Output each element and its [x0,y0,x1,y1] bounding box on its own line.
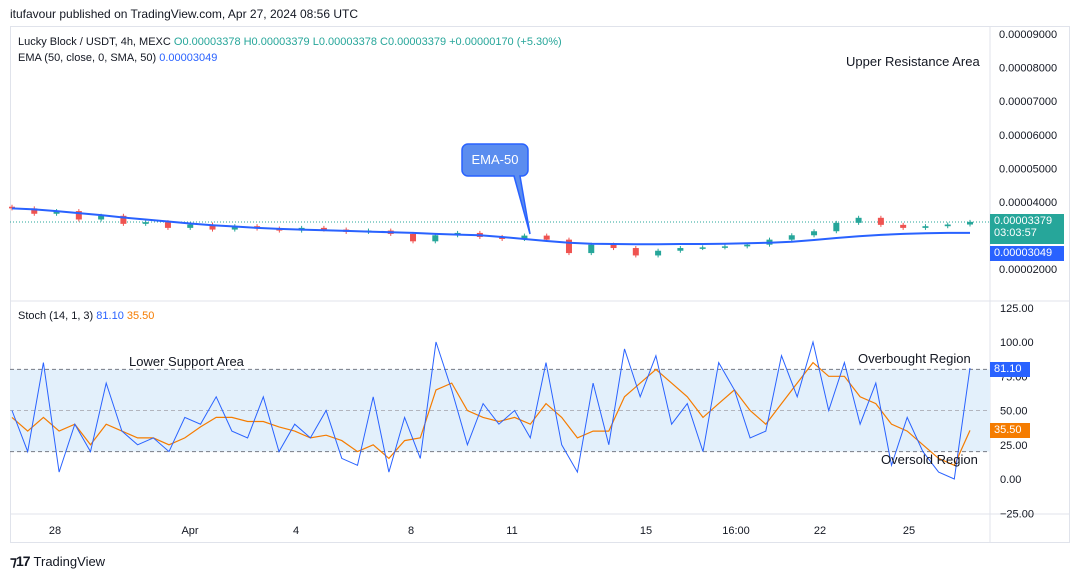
last-price-text: 0.00003379 [994,215,1053,227]
candle-body [877,217,884,225]
candle-body [721,246,728,248]
stoch-k-value: 81.10 [96,310,124,322]
stoch-k-box-text: 81.10 [994,363,1022,375]
ema-legend: EMA (50, close, 0, SMA, 50) 0.00003049 [18,52,217,64]
candle-body [75,211,82,220]
candle-body [677,248,684,251]
candle-body [410,233,417,242]
last-price-box: 0.00003379 03:03:57 [990,214,1064,244]
candle-body [744,244,751,247]
candle-body [164,222,171,228]
ema-price-box: 0.00003049 [990,246,1064,261]
candle-body [31,208,38,214]
upper-resistance-label: Upper Resistance Area [846,54,980,69]
candle-body [9,206,15,209]
candle-body [944,224,951,227]
ema-price-text: 0.00003049 [994,247,1053,259]
candle-body [811,231,818,236]
stoch-tick-label: 100.00 [1000,337,1034,349]
price-tick-label: 0.00008000 [999,63,1057,75]
ema-label: EMA (50, close, 0, SMA, 50) [18,52,157,64]
price-tick-label: 0.00005000 [999,163,1057,175]
price-tick-label: 0.00002000 [999,264,1057,276]
candle-body [543,235,550,240]
time-tick-label: 16:00 [722,525,750,537]
lower-support-label: Lower Support Area [129,354,245,369]
candle-body [98,215,105,220]
ema-callout-text: EMA-50 [472,152,519,167]
candle-body [521,235,528,239]
candle-body [655,250,662,256]
candle-body [632,248,639,256]
candle-body [788,235,795,240]
candles-group [9,204,973,258]
candle-body [320,227,327,230]
candle-body [231,226,238,230]
candle-body [699,247,706,249]
symbol-name: Lucky Block / USDT, 4h, MEXC [18,36,171,48]
candle-body [120,215,127,224]
candle-body [565,239,572,254]
candle-body [187,224,194,228]
candle-body [209,224,216,230]
time-axis: 28 Apr 4 8 11 15 16:00 22 25 [49,525,915,537]
stoch-d-value: 35.50 [126,310,155,322]
stoch-k-line [11,340,971,480]
price-tick-label: 0.00006000 [999,130,1057,142]
ema-value: 0.00003049 [159,52,218,64]
time-tick-label: 22 [814,525,826,537]
chart-frame [10,26,1070,543]
stoch-k-box: 81.10 [990,362,1030,377]
price-tick-label: 0.00009000 [999,29,1057,41]
stoch-d-line [11,361,971,467]
candle-body [900,224,907,228]
price-tick-label: 0.00007000 [999,96,1057,108]
time-tick-label: Apr [181,525,198,537]
publisher-line: itufavour published on TradingView.com, … [10,7,358,21]
footer-brand[interactable]: ⁊17 TradingView [10,553,105,570]
stoch-tick-label: 125.00 [1000,303,1034,315]
candle-body [967,221,973,225]
ema-line [11,207,970,246]
candle-body [53,211,60,214]
stoch-tick-label: 50.00 [1000,406,1028,418]
stoch-label: Stoch (14, 1, 3) [18,310,94,322]
ohlc-values: O0.00003378 H0.00003379 L0.00003378 C0.0… [173,36,562,48]
candle-body [833,222,840,232]
time-tick-label: 8 [408,525,414,537]
stoch-tick-label: 25.00 [1000,440,1028,452]
time-tick-label: 4 [293,525,299,537]
price-axis: 0.00009000 0.00008000 0.00007000 0.00006000… [999,29,1057,276]
brand-name: TradingView [33,554,106,569]
candle-body [922,226,929,228]
price-tick-label: 0.00004000 [999,197,1057,209]
candle-body [855,217,862,223]
stoch-d-box: 35.50 [990,423,1030,438]
time-tick-label: 11 [506,525,517,537]
time-tick-label: 28 [49,525,61,537]
stoch-tick-label: 0.00 [1000,474,1021,486]
countdown-text: 03:03:57 [994,227,1037,239]
time-tick-label: 15 [640,525,652,537]
oversold-label: Oversold Region [881,452,978,467]
symbol-legend: Lucky Block / USDT, 4h, MEXC O0.00003378… [18,36,562,48]
candle-body [432,235,439,242]
candle-body [142,222,149,224]
candle-body [588,244,595,254]
ema-callout-bubble [461,143,531,235]
stoch-tick-label: −25.00 [1000,508,1034,520]
tradingview-logo-icon: ⁊17 [10,553,31,569]
time-tick-label: 25 [903,525,915,537]
stoch-d-box-text: 35.50 [994,424,1022,436]
stoch-legend: Stoch (14, 1, 3) 81.10 35.50 [18,310,154,322]
candle-body [610,244,617,249]
overbought-label: Overbought Region [858,351,971,366]
